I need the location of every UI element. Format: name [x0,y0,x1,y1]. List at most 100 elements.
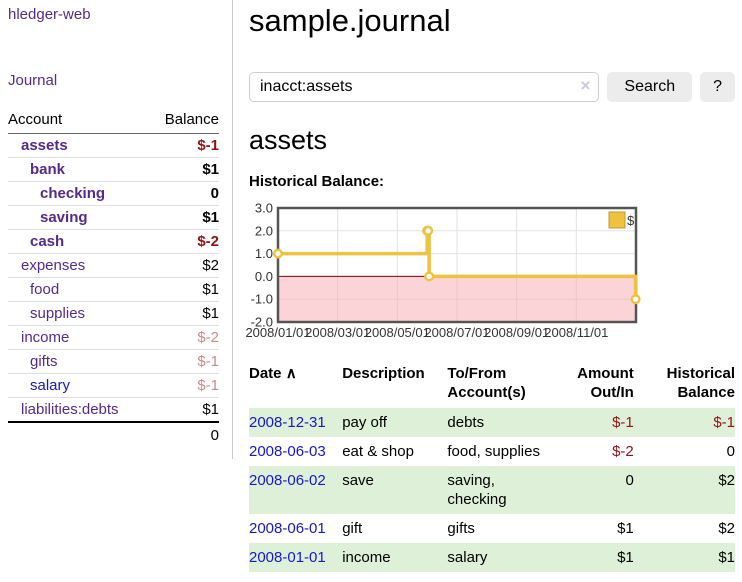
transaction-balance: $2 [641,466,735,514]
sidebar-account-link[interactable]: income [21,329,70,346]
transaction-accounts: debts [447,408,564,437]
account-row: food $1 [8,277,219,302]
transaction-balance: $2 [718,520,735,537]
account-balance: $-1 [149,349,219,374]
account-balance: $-2 [149,325,219,350]
transaction-date-link[interactable]: 2008-06-03 [249,443,326,460]
sidebar-account-link[interactable]: food [30,281,60,298]
transaction-date-link[interactable]: 2008-06-01 [249,520,326,537]
sidebar-account-link[interactable]: checking [40,185,106,202]
x-axis-tick-label: 2008/03/01 [305,325,370,340]
register-header-amount: Amount Out/In [577,365,634,401]
transaction-balance: 0 [726,443,735,460]
account-balance: $2 [149,253,219,278]
transaction-row: 2008-06-01 gift gifts $1 $2 [249,514,735,543]
y-axis-tick-label: 3.0 [255,202,273,216]
register-table: Date ∧ Description To/From Account(s) Amount… [249,364,735,572]
sidebar-account-link[interactable]: assets [21,137,68,154]
transaction-description: eat & shop [342,443,414,460]
app-title-link[interactable]: hledger-web [8,6,91,23]
chart-legend: $ [608,211,635,229]
transaction-description: save [342,466,448,514]
sidebar-account-link[interactable]: supplies [30,305,86,322]
account-balance: $1 [149,205,219,230]
transaction-amount: $1 [617,520,634,537]
transaction-amount: $1 [563,543,642,572]
account-row: checking 0 [8,181,219,206]
accounts-total-balance: 0 [149,421,219,447]
accounts-table: Account Balance assets $-1 bank $1 checking 0… [8,111,219,447]
x-axis-tick-label: 2008/07/01 [424,325,489,340]
register-header-historical: Historical Balance [666,365,735,401]
transaction-row: 2008-12-31 pay off debts $-1 $-1 [249,408,735,437]
register-header-tofrom: To/From Account(s) [447,365,526,401]
clear-search-icon[interactable]: × [580,76,591,95]
account-balance: $1 [149,397,219,423]
main-content: sample.journal × Search ? assets Histori… [233,0,742,572]
account-balance: $1 [149,157,219,182]
account-row: assets $-1 [8,133,219,158]
sidebar-account-link[interactable]: liabilities:debts [21,401,119,418]
transaction-date-link[interactable]: 2008-01-01 [249,549,326,566]
sidebar-account-link[interactable]: saving [40,209,88,226]
accounts-header-balance: Balance [149,111,219,134]
account-balance: $-1 [149,373,219,398]
y-axis-tick-label: 2.0 [255,223,273,238]
account-balance: $-1 [149,133,219,158]
transaction-balance: $1 [641,543,735,572]
transaction-amount: $-2 [612,443,634,460]
transaction-date-link[interactable]: 2008-12-31 [249,414,326,431]
account-row: salary $-1 [8,373,219,398]
transaction-accounts: saving, checking [447,466,564,514]
account-balance: $1 [149,277,219,302]
help-button[interactable]: ? [700,72,735,102]
account-row: income $-2 [8,325,219,350]
chart-label: Historical Balance: [249,173,385,190]
transaction-description: income [342,543,448,572]
account-heading: assets [249,125,328,155]
account-row: liabilities:debts $1 [8,397,219,423]
account-row: cash $-2 [8,229,219,254]
transaction-date-link[interactable]: 2008-06-02 [249,472,326,489]
y-axis-tick-label: -1.0 [251,292,273,307]
sidebar-account-link[interactable]: bank [30,161,66,178]
sidebar-account-link[interactable]: expenses [21,257,86,274]
transaction-accounts: gifts [447,520,475,537]
page-title: sample.journal [249,3,451,38]
sidebar-account-link[interactable]: gifts [30,353,58,370]
transaction-description: gift [342,520,363,537]
historical-balance-chart: $3.0 2.0 1.0 0.0 -1.0 -2.02008/01/012008/03/0… [245,202,641,340]
x-axis-tick-label: 2008/09/01 [484,325,549,340]
accounts-total-row: 0 [8,421,219,447]
sidebar-account-link[interactable]: salary [30,377,71,394]
register-header-date[interactable]: Date ∧ [249,365,297,382]
search-input[interactable] [249,72,600,102]
account-row: expenses $2 [8,253,219,278]
search-button[interactable]: Search [607,72,693,102]
sort-ascending-icon: ∧ [285,365,297,382]
transaction-amount: $-1 [563,408,642,437]
transaction-row: 2008-06-03 eat & shop food, supplies $-2 0 [249,437,735,466]
sidebar-account-link[interactable]: cash [30,233,65,250]
sidebar: hledger-web Journal Account Balance asse… [0,0,233,459]
register-header-description: Description [342,365,425,382]
account-balance: 0 [149,181,219,206]
x-axis-tick-label: 2008/05/01 [365,325,430,340]
y-axis-tick-label: -2.0 [251,315,273,330]
search-form: × Search ? [249,72,735,102]
x-axis-tick-label: 2008/11/01 [544,325,608,340]
x-axis-tick-label: 2008/01/01 [245,325,310,340]
y-axis-tick-label: 1.0 [255,246,273,261]
y-axis-tick-label: 0.0 [255,269,273,284]
account-row: gifts $-1 [8,349,219,374]
transaction-row: 2008-06-02 save saving, checking 0 $2 [249,466,735,514]
account-row: saving $1 [8,205,219,230]
transaction-accounts: food, supplies [447,443,540,460]
account-balance: $1 [149,301,219,326]
transaction-accounts: salary [447,543,564,572]
transaction-description: pay off [342,408,448,437]
sidebar-item-journal[interactable]: Journal [8,72,58,89]
transaction-row: 2008-01-01 income salary $1 $1 [249,543,735,572]
accounts-header-account: Account [8,111,150,134]
